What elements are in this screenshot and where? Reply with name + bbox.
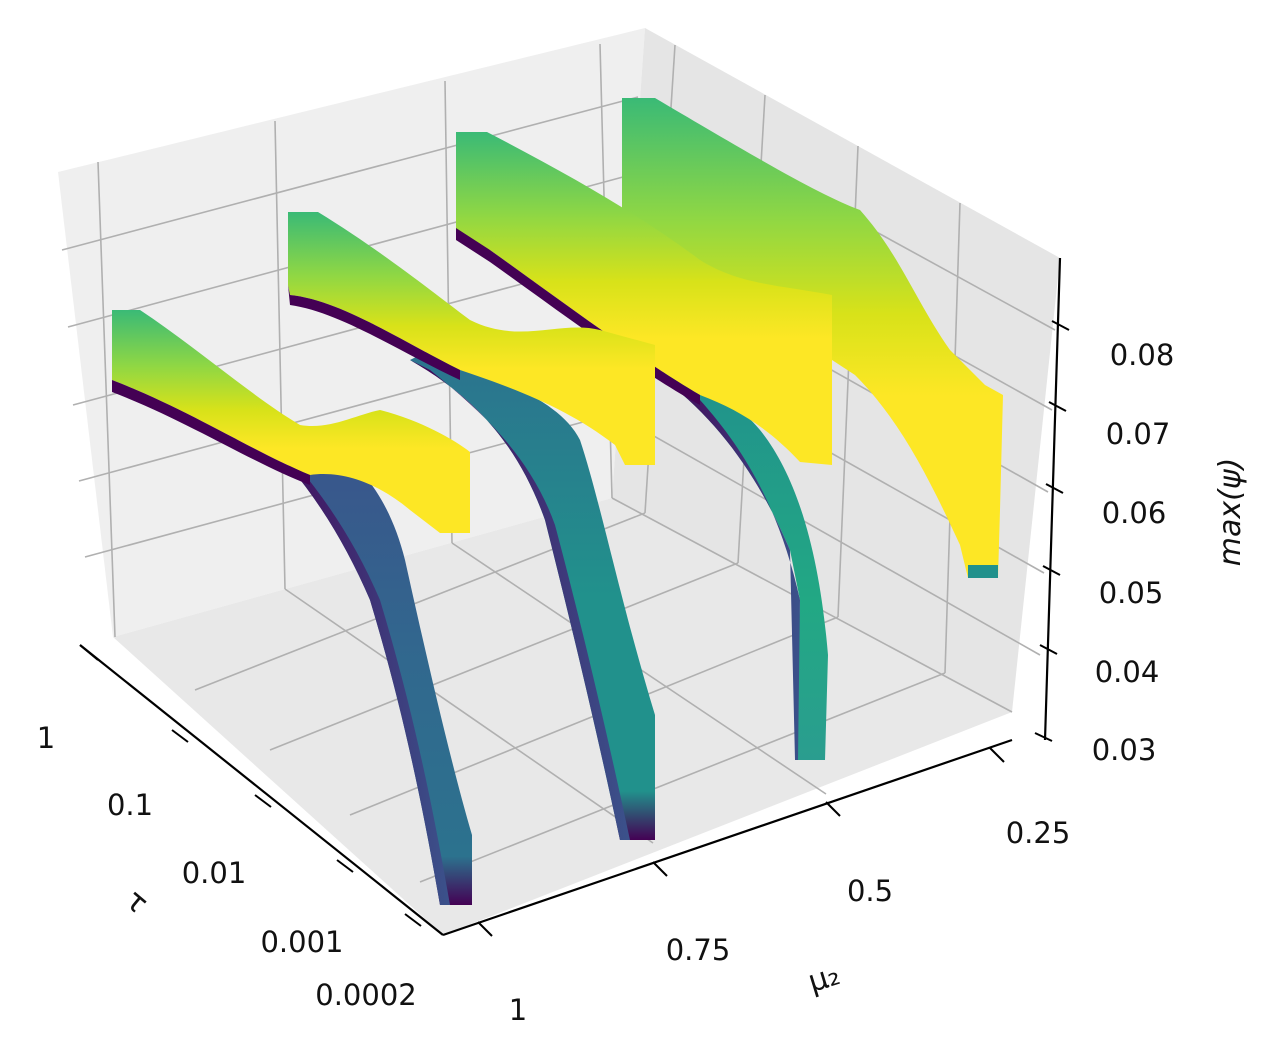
z-tick-label: 0.07 — [1106, 417, 1171, 451]
tau-axis-line — [79, 644, 444, 936]
floor-pane — [113, 498, 1012, 935]
mu2-axis-label: μ₂ — [804, 957, 844, 1000]
tau-tick-label: 0.01 — [182, 856, 247, 890]
tau-tick-label: 1 — [37, 721, 55, 755]
tau-tick-label: 0.001 — [260, 925, 343, 959]
z-tick-label: 0.05 — [1099, 576, 1164, 610]
mu2-tick-label: 1 — [509, 993, 527, 1027]
mu2-tick-label: 0.75 — [666, 933, 731, 967]
z-axis-label: max(ψ) — [1213, 458, 1248, 567]
ribbon-mu2-1 — [112, 310, 472, 905]
tau-tick-label: 0.0002 — [315, 978, 416, 1012]
z-axis-line — [1043, 257, 1062, 741]
z-tick-label: 0.06 — [1102, 496, 1167, 530]
mu2-axis-line — [442, 738, 1013, 937]
z-tick-label: 0.04 — [1095, 655, 1160, 689]
mu2-tick-label: 0.5 — [847, 874, 893, 908]
z-tick-label: 0.08 — [1110, 338, 1175, 372]
tau-axis-label: τ — [118, 883, 154, 921]
ribbon-mu2-0.75 — [288, 212, 655, 840]
tau-tick-label: 0.1 — [107, 788, 153, 822]
z-tick-label: 0.03 — [1092, 733, 1157, 767]
mu2-tick-label: 0.25 — [1006, 816, 1071, 850]
